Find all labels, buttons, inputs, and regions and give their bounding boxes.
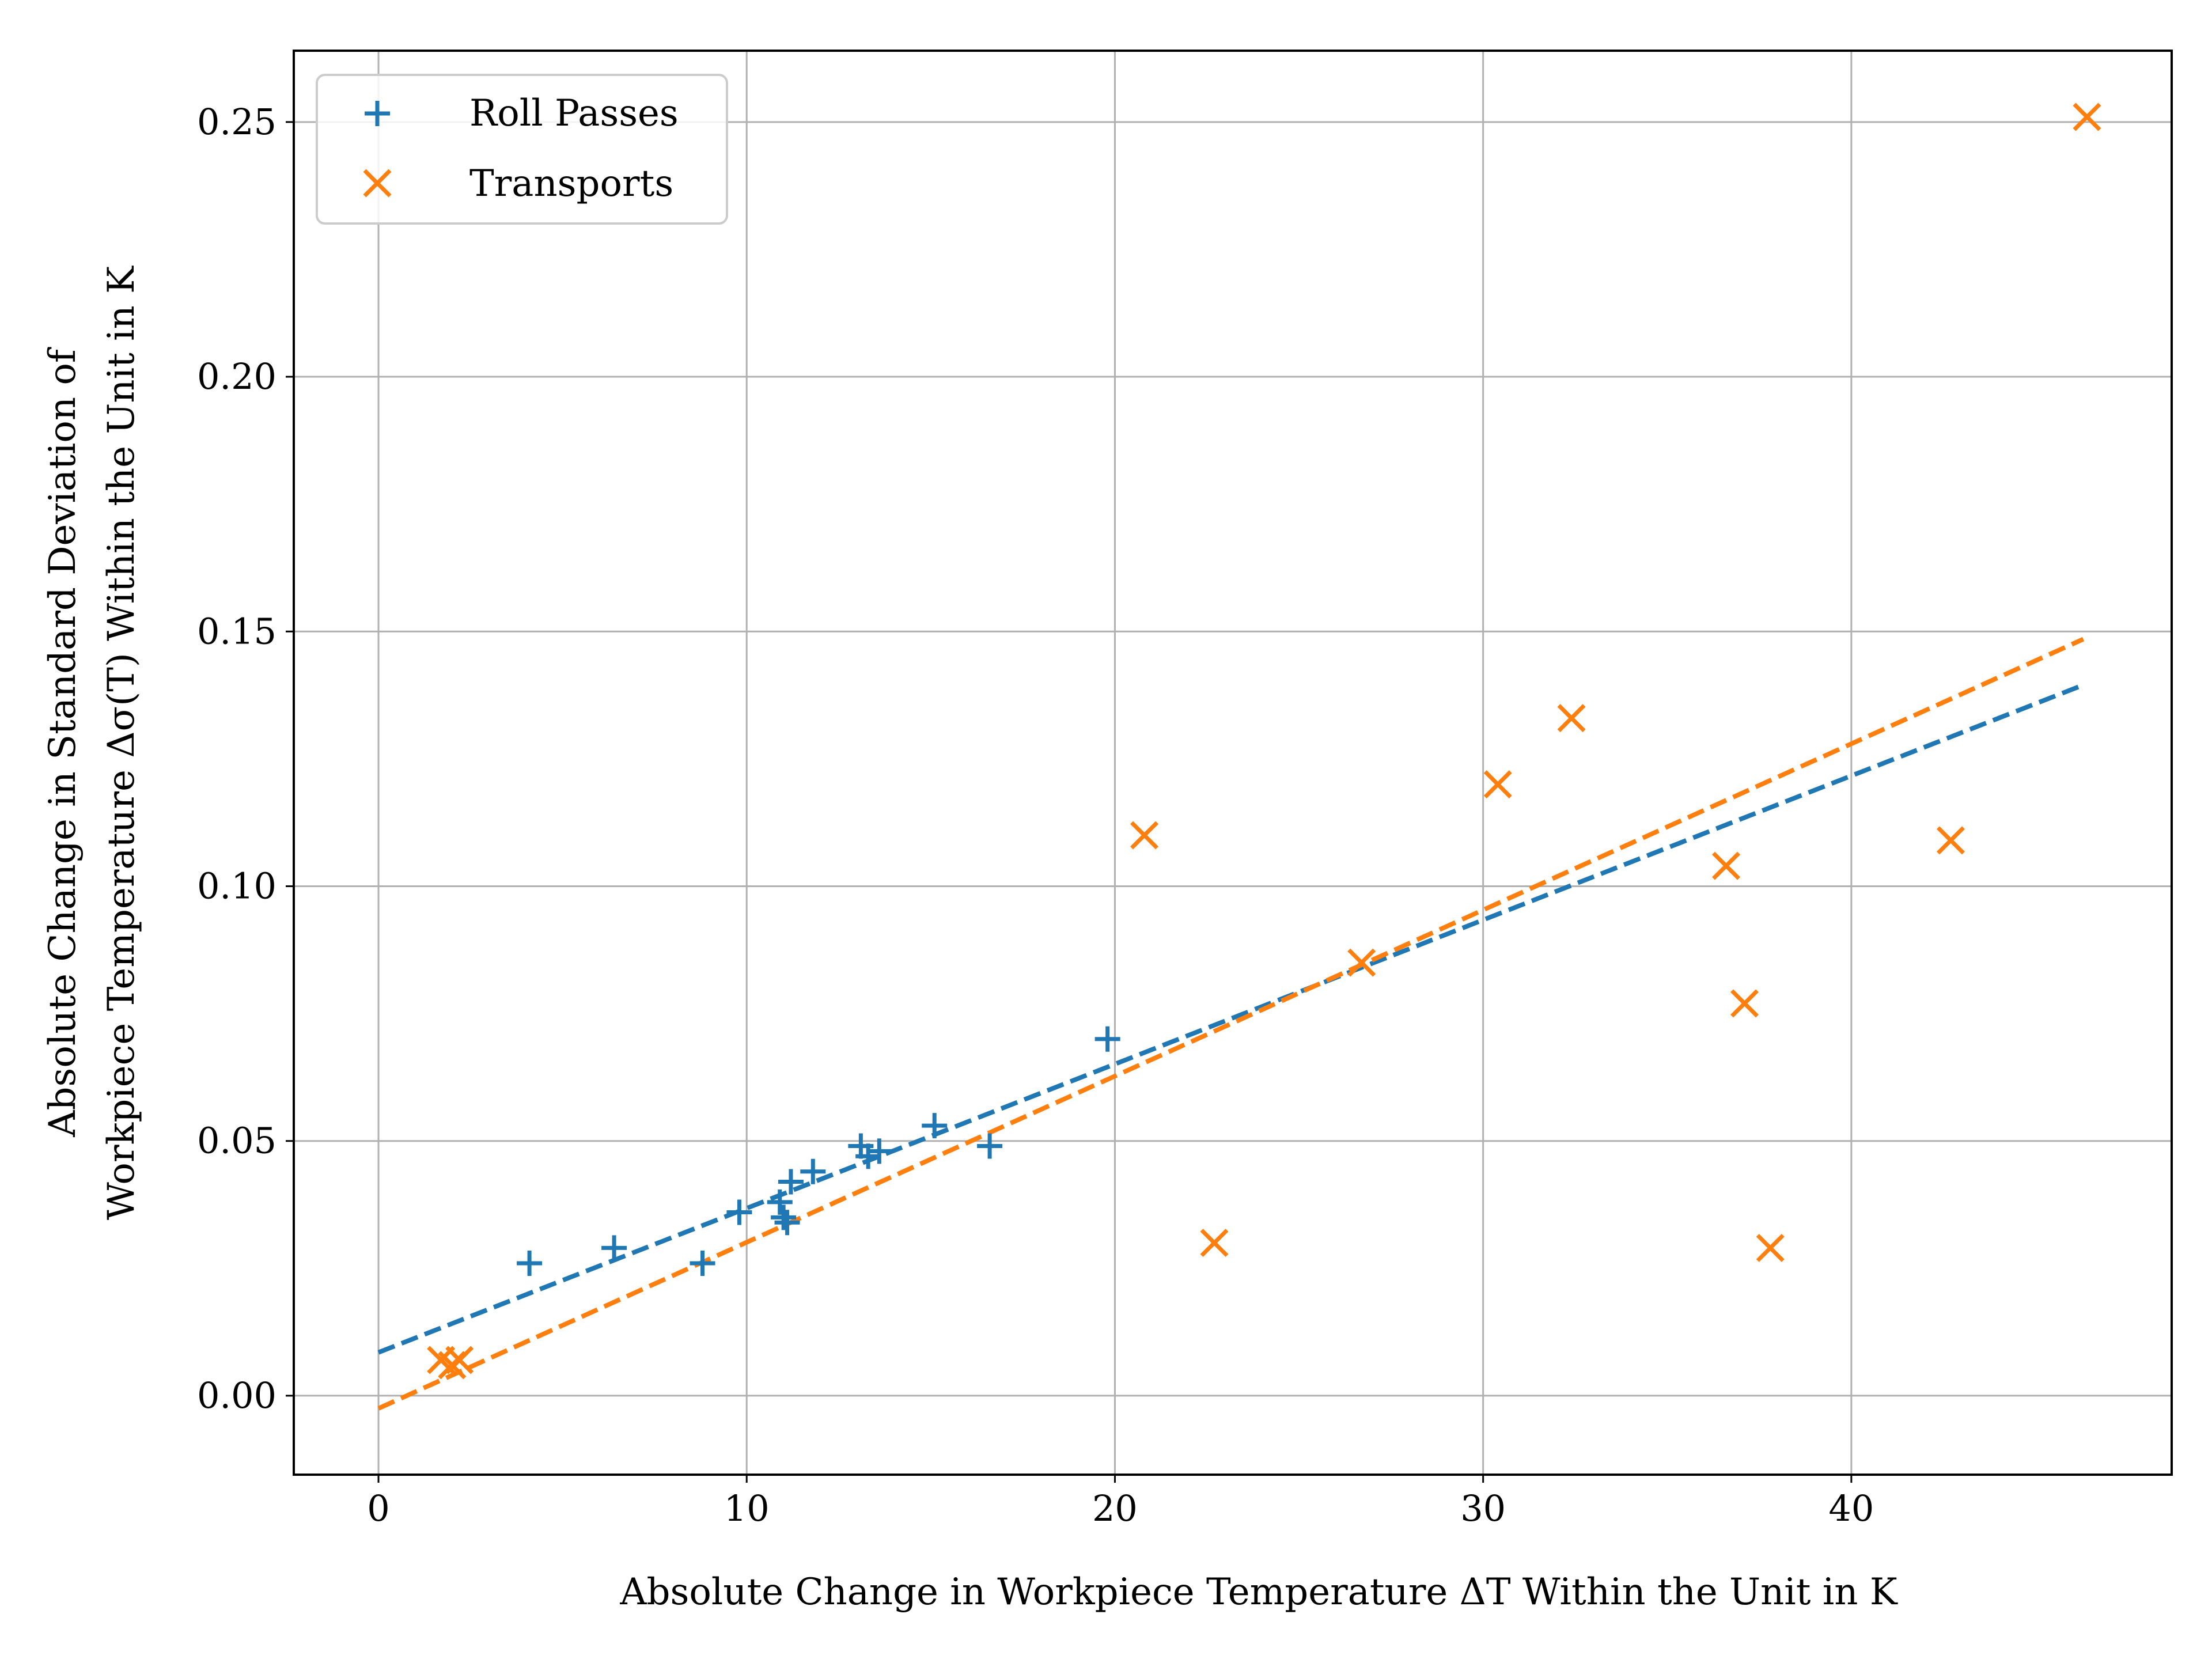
transport-point-stroke xyxy=(1936,826,1965,855)
transport-point-stroke xyxy=(1557,704,1586,733)
legend-x-marker-stroke xyxy=(363,169,392,198)
transport-point xyxy=(1347,948,1376,977)
y-tick-label: 0.15 xyxy=(197,610,276,652)
x-tick-label: 20 xyxy=(1092,1487,1138,1529)
x-tick-label: 30 xyxy=(1460,1487,1506,1529)
roll-pass-point xyxy=(922,1113,948,1139)
roll-pass-point xyxy=(726,1199,752,1225)
transport-point xyxy=(1756,1233,1785,1262)
transport-point-stroke xyxy=(2073,103,2101,131)
plot-frame xyxy=(293,50,2173,1476)
roll-pass-point xyxy=(774,1210,800,1236)
transport-point xyxy=(1200,1229,1229,1257)
transport-point-stroke xyxy=(1712,851,1741,880)
y-tick-label: 0.00 xyxy=(197,1374,276,1416)
transport-point-stroke xyxy=(1483,770,1512,799)
roll-pass-point xyxy=(601,1235,627,1261)
transport-point-stroke xyxy=(1730,989,1759,1018)
transport-point-stroke xyxy=(1756,1233,1785,1262)
roll-pass-point xyxy=(866,1138,892,1164)
legend-label-transports: Transports xyxy=(469,162,673,205)
legend-marker-roll-passes xyxy=(365,101,390,126)
transport-point xyxy=(445,1346,474,1374)
legend-x-marker xyxy=(363,169,392,198)
transport-point-stroke xyxy=(445,1346,474,1374)
y-tick-label: 0.20 xyxy=(197,355,276,397)
y-axis-ticks: 0.00 0.05 0.10 0.15 0.20 0.25 xyxy=(197,101,294,1416)
y-tick-label: 0.10 xyxy=(197,865,276,907)
x-tick-label: 0 xyxy=(367,1487,389,1529)
roll-pass-point xyxy=(778,1169,804,1195)
roll-pass-point xyxy=(1094,1026,1120,1052)
transport-point-stroke xyxy=(1200,1229,1229,1257)
legend: Roll Passes Transports xyxy=(316,74,728,225)
transport-point-stroke xyxy=(1130,821,1159,850)
roll-pass-point xyxy=(690,1250,715,1276)
roll-pass-point xyxy=(771,1205,797,1230)
fit-line xyxy=(377,637,2085,1411)
transport-point xyxy=(1483,770,1512,799)
roll-pass-point xyxy=(855,1143,881,1169)
y-tick-label: 0.05 xyxy=(197,1120,276,1162)
y-axis-label-line-2: Workpiece Temperature Δσ(T) Within the U… xyxy=(100,266,143,1220)
x-axis-ticks: 0 10 20 30 40 xyxy=(367,1475,1874,1529)
fit-lines xyxy=(377,637,2085,1411)
roll-pass-point xyxy=(800,1158,826,1184)
data-points xyxy=(427,103,2101,1380)
transport-point-stroke xyxy=(1347,948,1376,977)
transport-point xyxy=(1936,826,1965,855)
legend-box xyxy=(316,74,728,225)
roll-pass-point xyxy=(517,1250,543,1276)
roll-pass-point xyxy=(767,1189,793,1215)
transport-point xyxy=(1557,704,1586,733)
legend-marker-transports xyxy=(363,169,392,198)
x-tick-label: 10 xyxy=(724,1487,770,1529)
transport-point xyxy=(2073,103,2101,131)
legend-label-roll-passes: Roll Passes xyxy=(469,92,679,135)
roll-pass-point xyxy=(977,1133,1003,1159)
x-axis-label: Absolute Change in Workpiece Temperature… xyxy=(619,1571,1898,1613)
y-tick-label: 0.25 xyxy=(197,101,276,143)
x-tick-label: 40 xyxy=(1828,1487,1874,1529)
transport-point xyxy=(1730,989,1759,1018)
y-axis-label: Absolute Change in Standard Deviation of… xyxy=(41,266,143,1220)
transport-point xyxy=(1712,851,1741,880)
y-axis-label-line-1: Absolute Change in Standard Deviation of xyxy=(41,347,84,1138)
fit-line xyxy=(377,683,2085,1355)
legend-plus-marker xyxy=(365,101,390,126)
transport-point xyxy=(1130,821,1159,850)
